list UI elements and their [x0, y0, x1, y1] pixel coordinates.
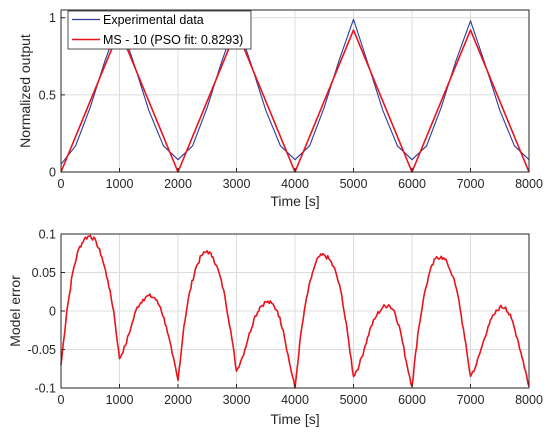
bottom-x-tick-label: 7000	[457, 393, 485, 407]
bottom-x-tick-label: 8000	[515, 393, 543, 407]
bottom-ticks: 0 1000 2000 3000 4000 5000 6000 7000 8000 -0.1 -0.…	[28, 228, 543, 408]
top-x-tick-label: 8000	[515, 177, 543, 191]
bottom-y-tick-label: 0	[49, 305, 56, 319]
bottom-x-tick-label: 4000	[281, 393, 309, 407]
legend-label-experimental: Experimental data	[103, 13, 204, 27]
top-x-tick-label: 2000	[164, 177, 192, 191]
bottom-x-tick-label: 2000	[164, 393, 192, 407]
top-x-tick-label: 6000	[398, 177, 426, 191]
top-x-tick-label: 4000	[281, 177, 309, 191]
top-x-tick-label: 5000	[340, 177, 368, 191]
bottom-x-tick-label: 1000	[106, 393, 134, 407]
bottom-y-tick-label: -0.05	[28, 343, 57, 357]
bottom-x-axis-label: Time [s]	[270, 411, 319, 427]
top-y-tick-label: 0.5	[39, 88, 56, 102]
top-x-tick-label: 7000	[457, 177, 485, 191]
bottom-y-tick-label: 0.1	[39, 228, 56, 242]
top-y-tick-label: 1	[49, 11, 56, 25]
legend-box	[67, 10, 252, 50]
top-x-tick-label: 3000	[223, 177, 251, 191]
bottom-y-tick-label: 0.05	[32, 266, 56, 280]
top-y-axis-label: Normalized output	[17, 34, 33, 148]
bottom-y-axis-label: Model error	[7, 275, 23, 347]
bottom-x-tick-label: 6000	[398, 393, 426, 407]
legend-label-model: MS - 10 (PSO fit: 0.8293)	[103, 33, 243, 47]
legend: Experimental data MS - 10 (PSO fit: 0.82…	[67, 10, 252, 50]
bottom-x-tick-label: 0	[58, 393, 65, 407]
bottom-x-tick-label: 3000	[223, 393, 251, 407]
top-plot-panel: 0 1000 2000 3000 4000 5000 6000 7000 8000 0 0.5 1 T…	[17, 9, 543, 209]
bottom-y-tick-label: -0.1	[34, 382, 56, 396]
bottom-x-tick-label: 5000	[340, 393, 368, 407]
top-ticks: 0 1000 2000 3000 4000 5000 6000 7000 8000 0 0.5 1	[39, 11, 543, 191]
bottom-plot-panel: 0 1000 2000 3000 4000 5000 6000 7000 8000 -0.1 -0.…	[7, 228, 543, 428]
top-x-tick-label: 1000	[106, 177, 134, 191]
top-y-tick-label: 0	[49, 166, 56, 180]
top-x-tick-label: 0	[58, 177, 65, 191]
top-x-axis-label: Time [s]	[270, 193, 319, 209]
